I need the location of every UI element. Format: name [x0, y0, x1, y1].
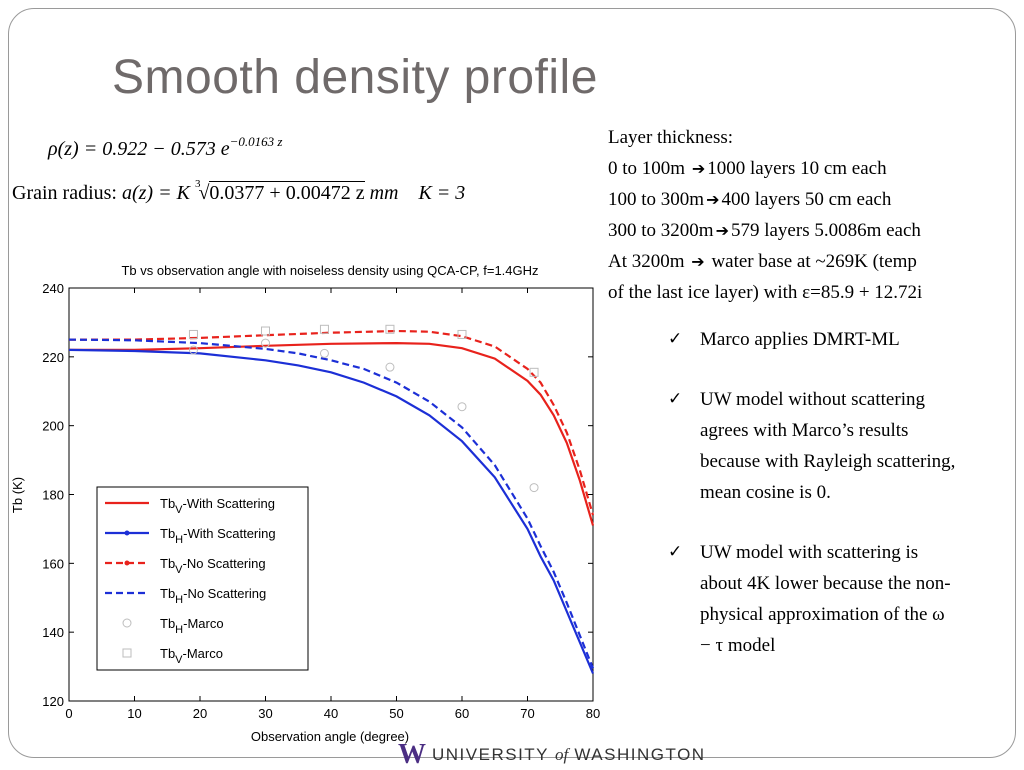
layer-last-line: of the last ice layer) with ε=85.9 + 12.…	[608, 277, 922, 308]
arrow-icon: ➔	[692, 159, 705, 178]
legend-box	[97, 487, 308, 670]
grain-formula-radicand: 0.0377 + 0.00472 z	[209, 181, 364, 204]
bullet-item: ✓ UW model without scattering agrees with…	[668, 384, 958, 508]
x-tick-label: 0	[65, 706, 72, 721]
layer-row: 100 to 300m ➔ 400 layers 50 cm each	[608, 184, 922, 215]
legend-swatch-dot	[125, 561, 130, 566]
y-tick-label: 160	[42, 556, 64, 571]
x-tick-label: 20	[193, 706, 207, 721]
grain-radius-label: Grain radius:	[12, 182, 122, 204]
checkmark-icon: ✓	[668, 537, 682, 568]
uw-w-logo: W	[398, 742, 426, 768]
y-tick-label: 120	[42, 694, 64, 709]
university-logo: W UNIVERSITY of WASHINGTON	[398, 742, 706, 768]
tb-chart: Tb vs observation angle with noiseless d…	[0, 255, 610, 755]
x-tick-label: 60	[455, 706, 469, 721]
layer-thickness-block: Layer thickness: 0 to 100m ➔ 1000 layers …	[608, 122, 922, 308]
arrow-icon: ➔	[716, 221, 729, 240]
y-tick-label: 200	[42, 419, 64, 434]
y-tick-label: 220	[42, 350, 64, 365]
y-tick-label: 240	[42, 281, 64, 296]
k-value: K = 3	[418, 182, 465, 204]
layer-row: 300 to 3200m ➔ 579 layers 5.0086m each	[608, 215, 922, 246]
slide-title: Smooth density profile	[112, 50, 598, 105]
bullet-item: ✓ Marco applies DMRT-ML	[668, 324, 958, 355]
university-name: UNIVERSITY of WASHINGTON	[432, 745, 706, 764]
x-axis-label: Observation angle (degree)	[251, 729, 409, 744]
layer-row: At 3200m ➔ water base at ~269K (temp	[608, 246, 922, 277]
arrow-icon: ➔	[691, 252, 704, 271]
x-tick-label: 30	[258, 706, 272, 721]
checkmark-icon: ✓	[668, 324, 682, 355]
density-formula-lhs: ρ(z) = 0.922 − 0.573	[48, 138, 221, 160]
checkmark-icon: ✓	[668, 384, 682, 415]
plot-area: 0 10 20 30 40 50 60 70 80120140160180200220240Tb…	[42, 281, 600, 721]
chart-title: Tb vs observation angle with noiseless d…	[121, 263, 538, 278]
y-axis-label: Tb (K)	[10, 477, 25, 513]
density-formula-base: e	[221, 138, 230, 160]
bullet-list: ✓ Marco applies DMRT-ML ✓ UW model without…	[668, 324, 958, 690]
density-formula: ρ(z) = 0.922 − 0.573 e−0.0163 z	[48, 134, 282, 161]
x-tick-label: 50	[389, 706, 403, 721]
x-tick-label: 80	[586, 706, 600, 721]
x-tick-label: 10	[127, 706, 141, 721]
y-tick-label: 180	[42, 488, 64, 503]
root-index: 3	[195, 178, 201, 190]
grain-radius-formula: Grain radius: a(z) = K 3√0.0377 + 0.0047…	[12, 178, 465, 205]
y-tick-label: 140	[42, 625, 64, 640]
arrow-icon: ➔	[706, 190, 719, 209]
grain-formula-lhs: a(z) = K	[122, 182, 195, 204]
x-tick-label: 70	[520, 706, 534, 721]
x-tick-label: 40	[324, 706, 338, 721]
legend-swatch-dot	[125, 531, 130, 536]
layer-heading: Layer thickness:	[608, 122, 922, 153]
layer-row: 0 to 100m ➔ 1000 layers 10 cm each	[608, 153, 922, 184]
bullet-item: ✓ UW model with scattering is about 4K lo…	[668, 537, 958, 661]
density-formula-exponent: −0.0163 z	[230, 134, 283, 149]
grain-formula-unit: mm	[365, 182, 399, 204]
